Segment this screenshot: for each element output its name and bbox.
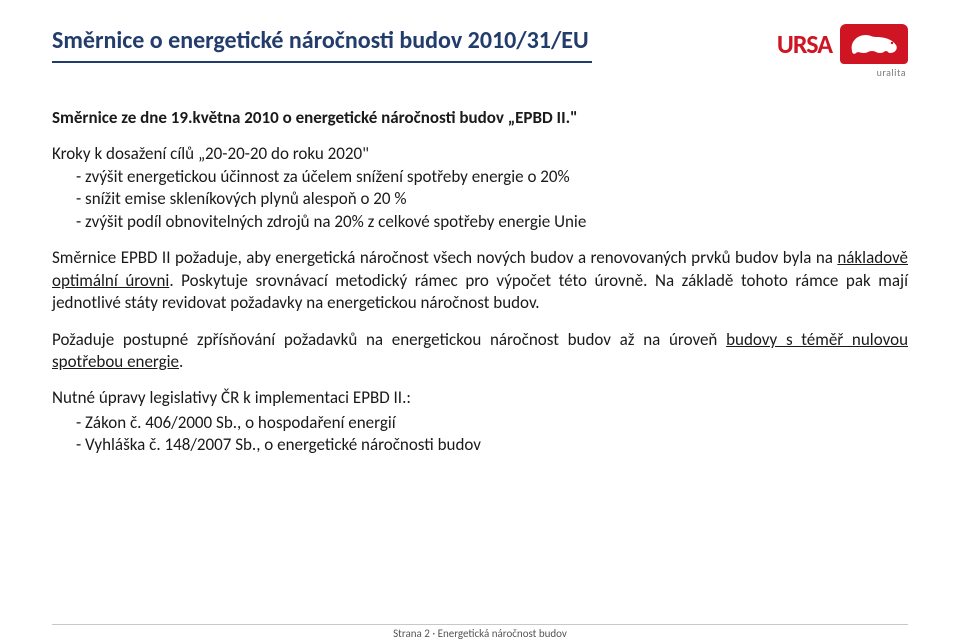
lead-line: Směrnice ze dne 19.května 2010 o energet…: [52, 107, 908, 129]
footer-doc: Energetická náročnost budov: [438, 627, 567, 640]
title-underline: [52, 61, 592, 63]
page-title: Směrnice o energetické náročnosti budov …: [52, 26, 592, 55]
bullet-item: - snížit emise skleníkových plynů alespo…: [52, 188, 908, 210]
title-block: Směrnice o energetické náročnosti budov …: [52, 24, 592, 63]
footer-sep: ·: [430, 627, 438, 640]
bullet-item: - zvýšit energetickou účinnost za účelem…: [52, 166, 908, 188]
legislation-title: Nutné úpravy legislativy ČR k implementa…: [52, 387, 908, 409]
footer: Strana 2 · Energetická náročnost budov: [0, 624, 960, 640]
footer-divider: [52, 624, 908, 625]
p3-b: .: [179, 351, 183, 372]
logo: URSA uralita: [777, 24, 908, 79]
content-body: Směrnice ze dne 19.května 2010 o energet…: [52, 107, 908, 457]
footer-page: Strana 2: [393, 627, 430, 640]
logo-text: URSA: [777, 28, 832, 60]
sub-brand: uralita: [877, 66, 906, 79]
header: Směrnice o energetické náročnosti budov …: [52, 24, 908, 79]
bullet-item: - zvýšit podíl obnovitelných zdrojů na 2…: [52, 211, 908, 233]
legislation-item: - Vyhláška č. 148/2007 Sb., o energetick…: [52, 434, 908, 456]
intro-block: Kroky k dosažení cílů „20-20-20 do roku …: [52, 143, 908, 233]
paragraph-3: Požaduje postupné zpřísňování požadavků …: [52, 329, 908, 374]
p2-b: . Poskytuje srovnávací metodický rámec p…: [52, 270, 908, 313]
p3-a: Požaduje postupné zpřísňování požadavků …: [52, 329, 726, 350]
paragraph-2: Směrnice EPBD II požaduje, aby energetic…: [52, 247, 908, 314]
bear-icon: [840, 24, 908, 64]
intro-line: Kroky k dosažení cílů „20-20-20 do roku …: [52, 143, 908, 165]
legislation-item: - Zákon č. 406/2000 Sb., o hospodaření e…: [52, 412, 908, 434]
p2-a: Směrnice EPBD II požaduje, aby energetic…: [52, 247, 837, 268]
